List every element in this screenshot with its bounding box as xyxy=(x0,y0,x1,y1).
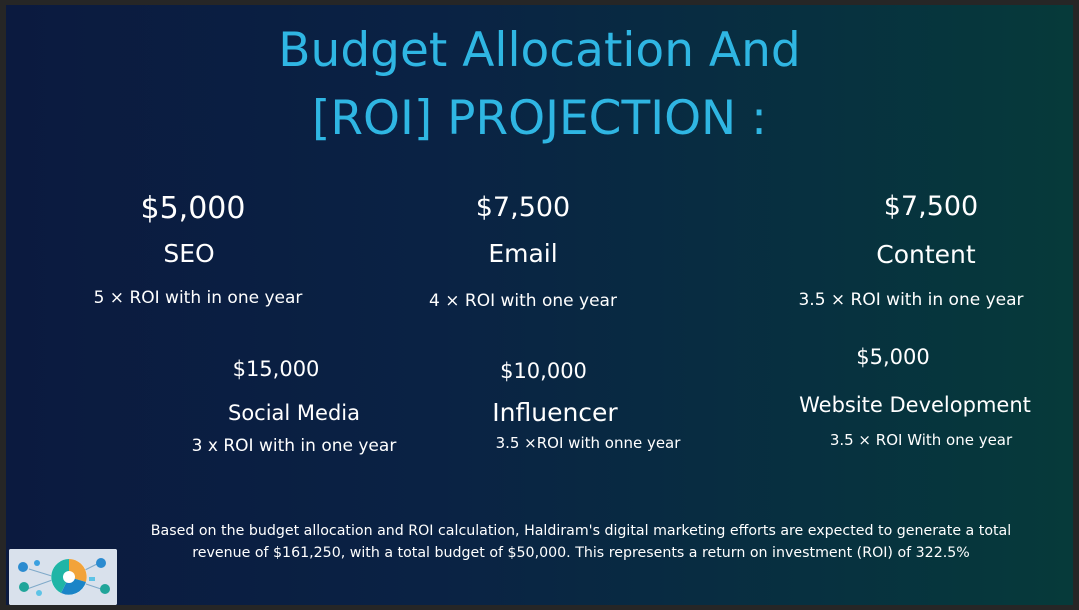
email-roi: 4 × ROI with one year xyxy=(429,291,617,311)
seo-label: SEO xyxy=(163,239,215,268)
summary-line-1: Based on the budget allocation and ROI c… xyxy=(150,523,1012,539)
website-development-label: Website Development xyxy=(799,393,1031,417)
website-development-amount: $5,000 xyxy=(856,345,930,369)
content-amount: $7,500 xyxy=(883,191,979,222)
influencer-label: Influencer xyxy=(492,398,618,427)
content-roi: 3.5 × ROI with in one year xyxy=(798,290,1024,310)
influencer-amount: $10,000 xyxy=(500,359,587,383)
slide-title-line-1: Budget Allocation And xyxy=(278,23,801,78)
analytics-pie-chart-icon xyxy=(9,549,117,605)
seo-amount: $5,000 xyxy=(140,191,246,226)
summary-line-2: revenue of $161,250, with a total budget… xyxy=(192,545,970,561)
seo-roi: 5 × ROI with in one year xyxy=(93,288,303,308)
content-label: Content xyxy=(876,240,976,269)
influencer-roi: 3.5 ×ROI with onne year xyxy=(495,434,681,452)
email-label: Email xyxy=(488,239,558,268)
slide: Budget Allocation And [ROI] PROJECTION :… xyxy=(6,5,1073,605)
slide-title-line-2: [ROI] PROJECTION : xyxy=(312,91,767,146)
summary-paragraph: Based on the budget allocation and ROI c… xyxy=(106,520,1056,564)
social-media-roi: 3 x ROI with in one year xyxy=(191,436,397,456)
social-media-label: Social Media xyxy=(227,401,360,425)
social-media-amount: $15,000 xyxy=(232,357,320,381)
website-development-roi: 3.5 × ROI With one year xyxy=(829,431,1013,449)
email-amount: $7,500 xyxy=(475,192,571,223)
